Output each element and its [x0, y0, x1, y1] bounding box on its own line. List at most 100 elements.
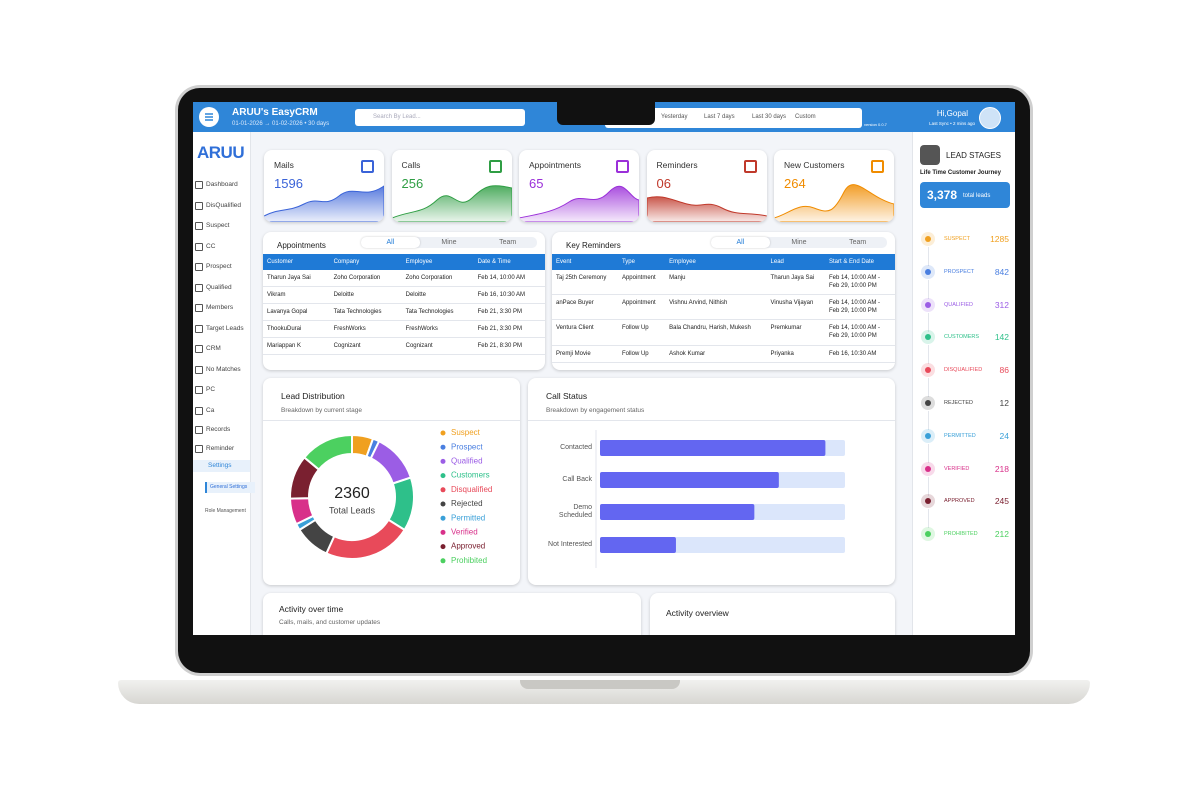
- search-box[interactable]: Search By Lead...: [355, 109, 525, 126]
- stage-name: QUALIFIED: [944, 301, 974, 308]
- category-wrap: Demo Scheduled: [559, 504, 592, 519]
- sidebar-item[interactable]: Records: [195, 425, 248, 435]
- column-header: Lead: [766, 254, 825, 270]
- legend-label: Verified: [451, 528, 478, 537]
- stage-dot: [925, 334, 931, 341]
- tab[interactable]: Mine: [441, 239, 457, 246]
- donut-segment: [325, 518, 406, 560]
- total-value: 3,378: [927, 188, 958, 202]
- sidebar-item[interactable]: Target Leads: [195, 324, 248, 334]
- stat-icon: [871, 160, 884, 173]
- table-row[interactable]: ThookuDurai FreshWorks FreshWorks Feb 21, 3…: [263, 320, 545, 339]
- chart-subtitle: Breakdown by current stage: [281, 407, 362, 414]
- stat-card: Calls 256: [391, 150, 512, 222]
- stat-value: 1596: [274, 176, 303, 191]
- stage-row[interactable]: CUSTOMERS 142: [913, 330, 1015, 365]
- sidebar-item[interactable]: Members: [195, 303, 248, 313]
- table-cell: Follow Up: [617, 319, 666, 346]
- sidebar-item[interactable]: Qualified: [195, 283, 248, 293]
- activity-title: Activity over time: [279, 604, 344, 614]
- stage-count: 1285: [990, 234, 1009, 244]
- sidebar-item[interactable]: Suspect: [195, 221, 248, 231]
- stage-count: 842: [994, 266, 1009, 277]
- stat-label: Reminders: [656, 160, 698, 170]
- stage-row[interactable]: QUALIFIED 312: [913, 297, 1015, 332]
- date-filter-option[interactable]: Last 30 days: [752, 114, 787, 120]
- stat-card: Appointments 65: [519, 150, 639, 222]
- sparkline-area: [519, 185, 639, 222]
- table-row[interactable]: Vikram Deloitte Deloitte Feb 16, 10:30 AM: [263, 286, 545, 305]
- stage-row[interactable]: REJECTED 12: [913, 396, 1015, 430]
- sidebar-item[interactable]: Ca: [195, 406, 248, 416]
- avatar[interactable]: [979, 107, 1001, 129]
- sidebar: ARUU Dashboard DisQualified Suspect CC Prosp…: [193, 132, 255, 635]
- sidebar-label: Suspect: [206, 222, 230, 229]
- stage-row[interactable]: DISQUALIFIED 86: [913, 363, 1015, 398]
- sidebar-settings[interactable]: Settings: [193, 460, 250, 472]
- sidebar-item[interactable]: CRM: [195, 344, 248, 354]
- column-header: Date & Time: [473, 254, 545, 270]
- chart-card: Call Status Breakdown by engagement statu…: [528, 378, 895, 585]
- stage-row[interactable]: VERIFIED 218: [913, 461, 1015, 496]
- table-row[interactable]: Taj 25th Ceremony Appointment Manju Tharun …: [552, 270, 895, 296]
- stage-name: REJECTED: [944, 400, 974, 406]
- legend-dot: [440, 544, 446, 550]
- table-row[interactable]: Ventura Client Follow Up Bala Chandru, Har…: [552, 319, 895, 346]
- table-cell: Tharun Jaya Sai: [766, 270, 825, 296]
- table-row[interactable]: Premji Movie Follow Up Ashok Kumar Priyanka…: [552, 345, 895, 363]
- tab[interactable]: Mine: [791, 239, 807, 246]
- table-title: Key Reminders: [566, 241, 621, 250]
- stat-label: Appointments: [529, 160, 581, 170]
- total-label: total leads: [963, 193, 991, 199]
- stat-label: Calls: [401, 160, 421, 170]
- table-row[interactable]: anPace Buyer Appointment Vishnu Arvind, Ni…: [552, 294, 895, 321]
- stat-icon: [488, 160, 502, 173]
- sidebar-item[interactable]: Prospect: [195, 262, 248, 272]
- stage-count: 218: [994, 463, 1009, 474]
- date-filter-option[interactable]: Last 7 days: [704, 114, 735, 120]
- bar: [600, 472, 779, 488]
- table-cell: Zoho Corporation: [329, 270, 402, 288]
- date-filter-option[interactable]: Custom: [795, 114, 816, 120]
- stage-row[interactable]: PROHIBITED 212: [913, 527, 1015, 542]
- sidebar-item[interactable]: CC: [195, 242, 248, 252]
- table-cell: Bala Chandru, Harish, Mukesh: [665, 319, 767, 346]
- stage-count: 142: [994, 332, 1009, 343]
- legend-label: Disqualified: [451, 485, 492, 494]
- sidebar-item[interactable]: PC: [195, 385, 248, 395]
- chart: Contacted Call Back Demo Scheduled Not Inte…: [548, 430, 845, 568]
- stage-row[interactable]: PERMITTED 24: [913, 428, 1015, 463]
- table-cell: Feb 21, 3:30 PM: [473, 303, 545, 322]
- sidebar-icon: [195, 324, 203, 333]
- sidebar-subitem[interactable]: General Settings: [205, 482, 255, 493]
- stage-dot: [925, 400, 931, 406]
- stage-count: 245: [994, 496, 1009, 507]
- table-cell: Taj 25th Ceremony: [552, 270, 618, 296]
- legend-dot: [440, 501, 446, 507]
- tab[interactable]: Team: [849, 239, 867, 246]
- stage-row[interactable]: SUSPECT 1285: [913, 232, 1015, 266]
- sidebar-item[interactable]: Dashboard: [195, 180, 248, 190]
- table-row[interactable]: Tharun Jaya Sai Zoho Corporation Zoho Corp…: [263, 270, 545, 288]
- sidebar-item[interactable]: DisQualified: [195, 201, 248, 211]
- stage-name: SUSPECT: [944, 236, 970, 242]
- sidebar-label: Dashboard: [206, 181, 238, 188]
- table-cell: Tata Technologies: [329, 303, 402, 322]
- sidebar-item[interactable]: No Matches: [195, 365, 248, 375]
- stage-row[interactable]: PROSPECT 842: [913, 264, 1015, 299]
- menu-button[interactable]: [199, 107, 219, 127]
- date-filter-option[interactable]: Yesterday: [661, 114, 688, 120]
- table-row[interactable]: Mariappan K Cognizant Cognizant Feb 21, 8:3…: [263, 337, 545, 356]
- tab[interactable]: All: [711, 237, 770, 248]
- logo: ARUU: [197, 143, 245, 162]
- stage-name: PROHIBITED: [944, 531, 978, 538]
- stage-connector: [928, 443, 929, 463]
- table-row[interactable]: Lavanya Gopal Tata Technologies Tata Techn…: [263, 303, 545, 322]
- sidebar-subitem[interactable]: Role Management: [205, 508, 246, 514]
- sidebar-item[interactable]: Reminder: [195, 444, 248, 454]
- stage-row[interactable]: APPROVED 245: [913, 494, 1015, 529]
- table-cell: Mariappan K: [263, 337, 330, 356]
- tab[interactable]: All: [361, 237, 420, 248]
- tab[interactable]: Team: [499, 239, 517, 246]
- stat-icon: [361, 160, 374, 173]
